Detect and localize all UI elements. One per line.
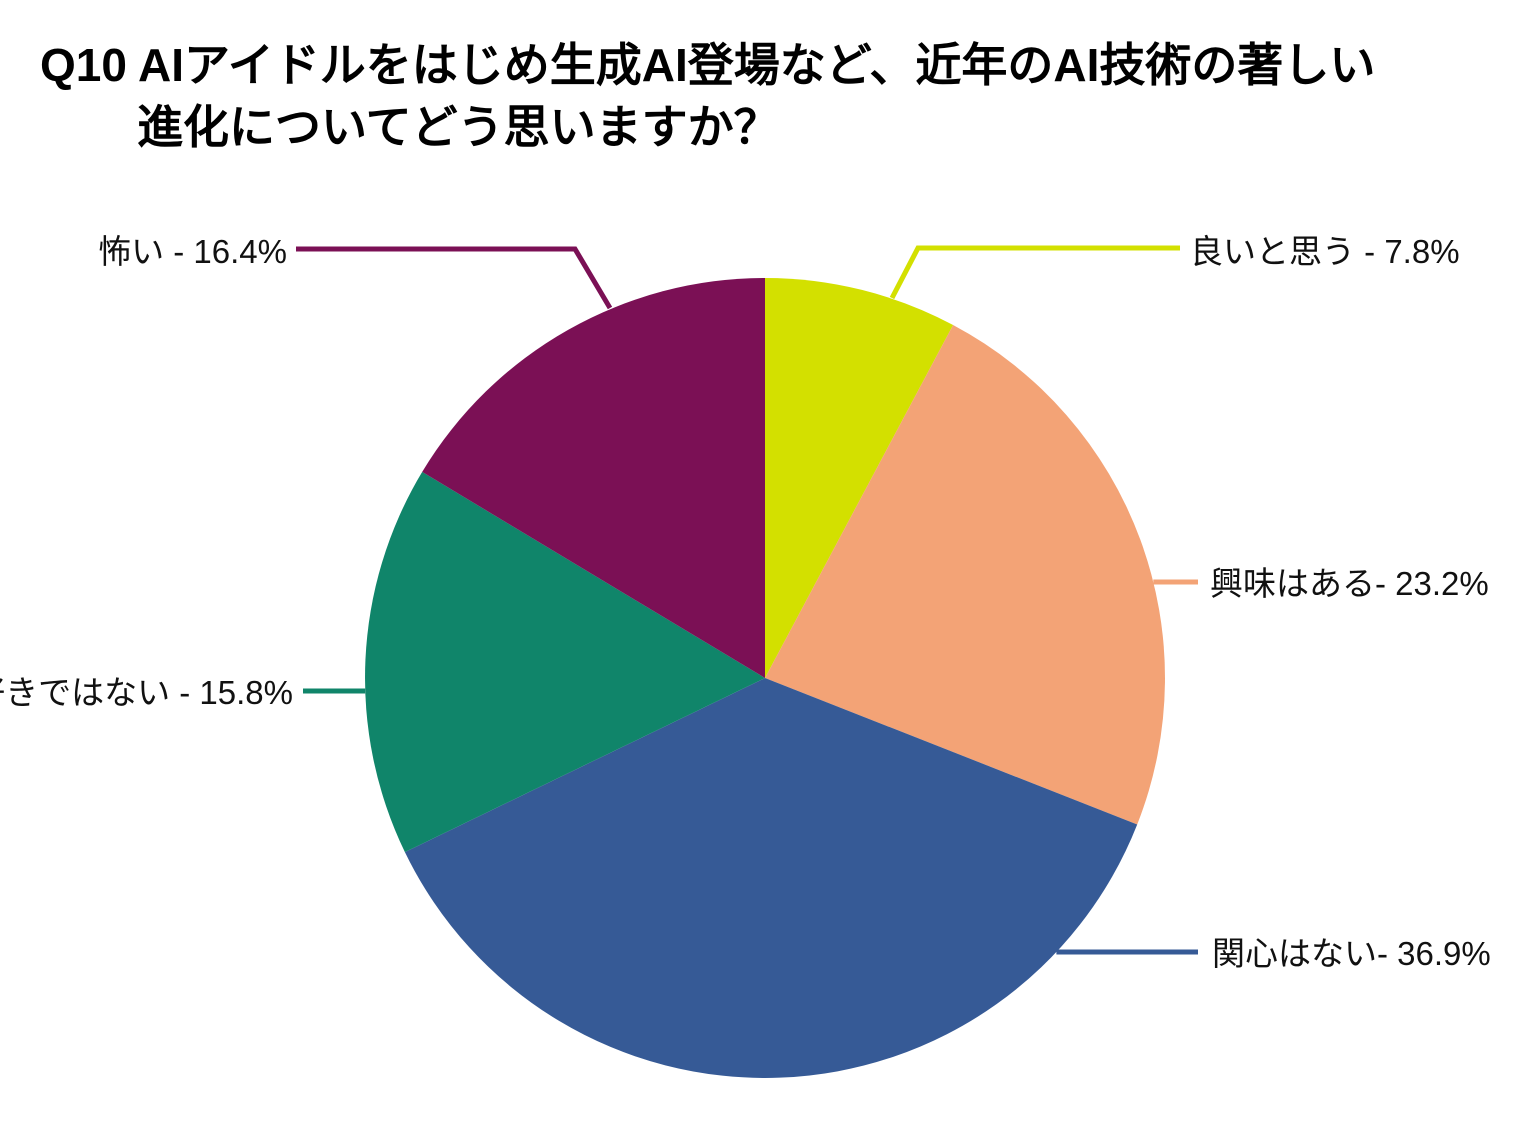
leader-line-4 [296, 246, 613, 310]
slice-label-0: 良いと思う - 7.8% [1190, 233, 1460, 270]
slice-label-1: 興味はある- 23.2% [1210, 565, 1489, 602]
pie-slice-0 [765, 278, 954, 678]
pie-slice-2 [404, 678, 1138, 1078]
leader-line-0 [889, 245, 1180, 300]
title-line-1: Q10 AIアイドルをはじめ生成AI登場など、近年のAI技術の著しい [40, 39, 1376, 91]
slice-label-4: 怖い - 16.4% [98, 233, 287, 270]
pie-slice-3 [365, 471, 765, 853]
slice-label-2: 関心はない- 36.9% [1212, 935, 1491, 972]
pie-slice-4 [422, 278, 765, 678]
page-title: Q10 AIアイドルをはじめ生成AI登場など、近年のAI技術の著しい 進化につい… [40, 34, 1500, 158]
pie-slice-1 [765, 325, 1165, 825]
title-line-2: 進化についてどう思いますか？ [137, 101, 780, 153]
slice-label-3: 好きではない - 15.8% [0, 674, 293, 711]
